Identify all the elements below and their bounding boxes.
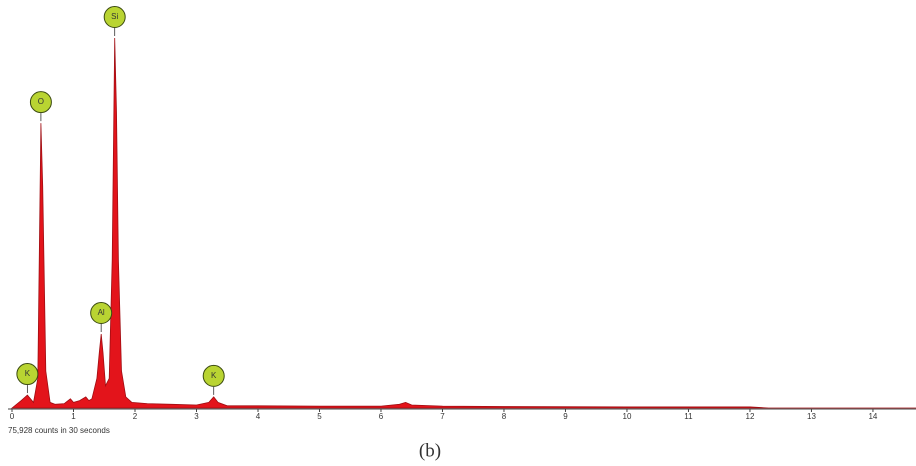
x-tick-label: 9 (563, 412, 568, 421)
caption: (b) (419, 440, 441, 461)
annotation-marker (103, 6, 126, 28)
annotation-label: O (38, 97, 44, 106)
annotation-marker (90, 302, 113, 324)
x-tick-label: 8 (502, 412, 507, 421)
x-tick-label: 6 (379, 412, 384, 421)
annotation-marker (29, 91, 52, 114)
annotation-label: K (211, 371, 217, 380)
x-tick-label: 1 (71, 412, 76, 421)
annotation-marker (16, 363, 39, 386)
x-tick-label: 3 (194, 412, 199, 421)
x-tick-label: 2 (133, 412, 138, 421)
x-tick-label: 10 (623, 412, 632, 421)
annotation-label: Al (98, 308, 105, 317)
x-tick-label: 5 (317, 412, 322, 421)
x-tick-label: 4 (256, 412, 261, 421)
annotation-marker (202, 364, 225, 387)
x-tick-label: 0 (10, 412, 15, 421)
x-tick-label: 7 (440, 412, 445, 421)
x-tick-label: 11 (684, 412, 693, 421)
annotation-label: K (25, 369, 31, 378)
annotation-label: Si (111, 12, 118, 21)
x-tick-label: 13 (807, 412, 816, 421)
x-tick-label: 14 (868, 412, 877, 421)
footnote: 75,928 counts in 30 seconds (8, 426, 110, 435)
spectrum (10, 37, 916, 409)
x-tick-label: 12 (746, 412, 755, 421)
